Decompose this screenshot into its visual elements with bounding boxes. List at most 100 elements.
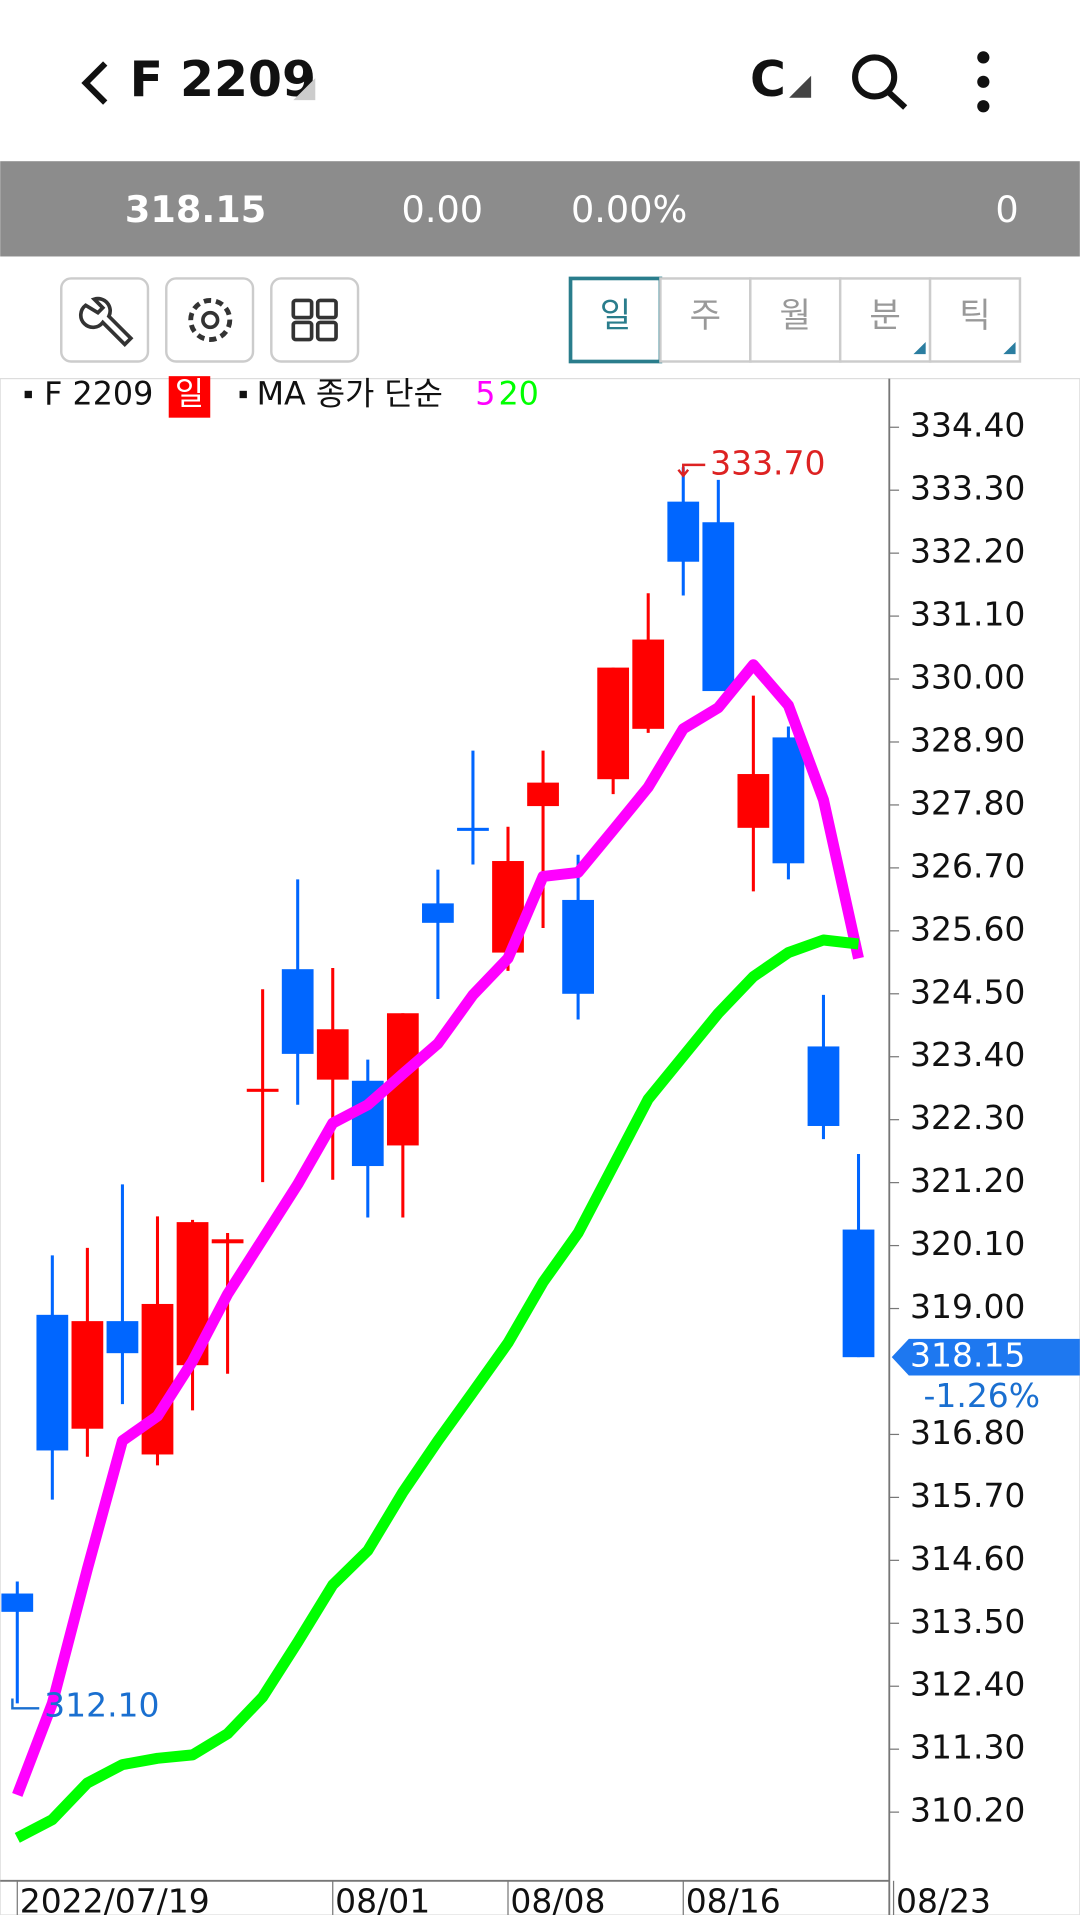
menu-button[interactable] (977, 51, 990, 113)
x-tick-label: 08/08 (510, 1881, 605, 1915)
grid-cell (291, 298, 314, 320)
tab-corner (1003, 341, 1016, 355)
gear-center (201, 310, 220, 330)
tab[interactable] (928, 277, 1022, 363)
tab[interactable] (838, 277, 932, 363)
candle-body (702, 522, 735, 692)
y-tick-label: 326.70 (910, 846, 1025, 885)
y-tick-label: 330.00 (910, 658, 1025, 697)
quote-change-pct: 0.00% (571, 188, 687, 231)
y-tick-label: 333.30 (910, 469, 1025, 508)
candle-body (632, 639, 665, 729)
x-tick-label: 08/16 (686, 1881, 781, 1915)
tab-label: 틱 (959, 296, 990, 336)
candle-body (842, 1229, 875, 1358)
candle-body (457, 827, 489, 831)
y-tick-label: 331.10 (910, 595, 1025, 634)
app-bar (0, 0, 1080, 162)
candle-body (211, 1239, 244, 1244)
tab[interactable] (568, 276, 663, 364)
legend-ma20: 20 (498, 377, 538, 413)
quote-change: 0.00 (402, 188, 484, 231)
y-tick-label: 322.30 (910, 1098, 1025, 1137)
code-type[interactable]: C (750, 51, 786, 108)
y-tick-label: 311.30 (910, 1728, 1025, 1767)
plot: 334.40 333.30 332.20 331.10 330.00 328.90 327.… (1, 406, 1080, 1915)
toolbar (60, 277, 360, 363)
candle-body (422, 903, 454, 923)
settings-button[interactable] (165, 277, 255, 363)
ma-line (12, 659, 864, 1797)
candle-body (1, 1593, 34, 1612)
quote-volume: 0 (995, 188, 1018, 231)
menu-dot (977, 75, 990, 88)
legend-bullet (24, 390, 32, 399)
search-button[interactable] (852, 54, 898, 100)
candle-body (667, 501, 700, 562)
candle-body (71, 1321, 104, 1429)
last-price-change: -1.26% (923, 1376, 1040, 1415)
y-tick-label: 327.80 (910, 783, 1025, 822)
search-handle (887, 90, 908, 110)
gear-icon (188, 297, 233, 342)
x-tick-label: 08/23 (896, 1881, 991, 1915)
tab-label: 분 (869, 296, 900, 336)
y-tick-label: 325.60 (910, 909, 1025, 948)
y-tick-label: 324.50 (910, 972, 1025, 1011)
candle-body (562, 899, 594, 994)
grid-cell (291, 320, 314, 342)
y-tick-label: 328.90 (910, 720, 1025, 759)
legend-badge (168, 376, 211, 418)
legend-ma5: 5 (475, 377, 495, 413)
tool-button[interactable] (60, 277, 150, 363)
x-tick-label: 08/01 (335, 1881, 430, 1915)
legend-ma: MA 종가 단순 (257, 377, 443, 413)
quote-price: 318.15 (125, 188, 266, 231)
candle-body (36, 1314, 69, 1451)
y-tick-label: 319.00 (910, 1287, 1025, 1326)
y-tick-label: 310.20 (910, 1791, 1025, 1830)
legend-bullet (239, 390, 247, 399)
candle-body (246, 1088, 279, 1092)
quote-bar (0, 161, 1080, 257)
grid-cell (315, 298, 338, 320)
tab-label: 일 (600, 296, 631, 336)
high-marker-arrow (677, 463, 706, 478)
menu-dot (977, 51, 990, 64)
y-tick-label: 315.70 (910, 1476, 1025, 1515)
chart-area (0, 377, 1080, 1915)
menu-dot (977, 100, 990, 113)
candle-body (527, 782, 559, 807)
high-marker-label: 333.70 (710, 443, 825, 482)
low-marker-arrow (11, 1698, 40, 1710)
candle-body (807, 1046, 840, 1126)
candle-body (141, 1303, 174, 1455)
y-tick-label: 321.20 (910, 1161, 1025, 1200)
y-tick-label: 320.10 (910, 1224, 1025, 1263)
grid-cell (315, 320, 338, 342)
last-price-label: 318.15 (910, 1336, 1025, 1375)
candle-body (316, 1029, 349, 1080)
tab[interactable] (659, 277, 752, 363)
y-tick-label: 334.40 (910, 406, 1025, 445)
tab-label: 월 (780, 296, 811, 336)
y-tick-label: 332.20 (910, 532, 1025, 571)
y-tick-label: 323.40 (910, 1035, 1025, 1074)
candle-body (597, 667, 630, 780)
candle-body (737, 774, 770, 828)
legend-period: 일 (175, 377, 204, 413)
ma-line (14, 934, 860, 1843)
layout-button[interactable] (270, 277, 360, 363)
wrench-icon (78, 296, 134, 347)
low-marker-label: 312.10 (44, 1686, 159, 1725)
y-tick-label: 316.80 (910, 1413, 1025, 1452)
last-price-tag (891, 1338, 1080, 1376)
y-tick-label: 312.40 (910, 1665, 1025, 1704)
tab-label: 주 (690, 296, 721, 336)
y-tick-label: 313.50 (910, 1602, 1025, 1641)
legend-symbol: F 2209 (44, 377, 153, 413)
back-button[interactable] (81, 61, 108, 105)
symbol-title[interactable]: F 2209 (130, 51, 316, 108)
